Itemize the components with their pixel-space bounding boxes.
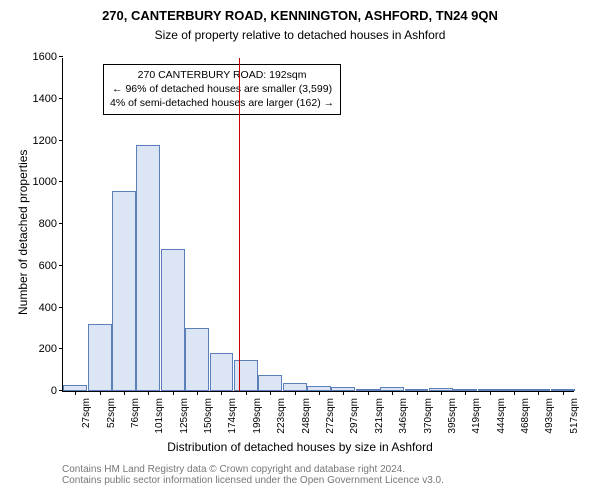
y-tick-label: 1000 [33,176,63,188]
histogram-bar [161,249,185,391]
y-axis-label: Number of detached properties [16,150,30,315]
footer-line-1: Contains HM Land Registry data © Crown c… [62,464,444,475]
y-tick-label: 1600 [33,51,63,63]
chart-title-sub: Size of property relative to detached ho… [0,28,600,42]
x-tick-label: 27sqm [79,398,92,428]
x-axis-label: Distribution of detached houses by size … [0,440,600,454]
x-tick-label: 76sqm [128,398,141,428]
x-tick-label: 370sqm [421,398,434,434]
y-tick-label: 1400 [33,93,63,105]
histogram-bar [210,353,234,391]
x-tick-label: 174sqm [225,398,238,434]
x-tick-label: 150sqm [201,398,214,434]
footer-line-2: Contains public sector information licen… [62,475,444,486]
x-tick-label: 223sqm [274,398,287,434]
chart-container: 270, CANTERBURY ROAD, KENNINGTON, ASHFOR… [0,0,600,500]
histogram-bar [112,191,136,391]
histogram-bar [88,324,112,391]
x-tick-label: 272sqm [323,398,336,434]
histogram-bar [234,360,258,391]
info-line-2: ← 96% of detached houses are smaller (3,… [110,82,334,96]
x-tick-label: 321sqm [372,398,385,434]
y-tick-label: 200 [39,343,63,355]
histogram-bar [283,383,307,391]
x-tick-label: 199sqm [250,398,263,434]
x-tick-label: 468sqm [518,398,531,434]
info-line-1: 270 CANTERBURY ROAD: 192sqm [110,68,334,82]
x-tick-label: 444sqm [494,398,507,434]
x-tick-label: 248sqm [299,398,312,434]
chart-title-main: 270, CANTERBURY ROAD, KENNINGTON, ASHFOR… [0,8,600,23]
x-tick-label: 101sqm [152,398,165,434]
histogram-bar [258,375,282,391]
x-tick-label: 517sqm [567,398,580,434]
y-tick-label: 400 [39,302,63,314]
marker-line [239,58,240,391]
x-tick-label: 346sqm [396,398,409,434]
x-tick-label: 52sqm [104,398,117,428]
y-tick-label: 0 [51,385,63,397]
histogram-bar [185,328,209,391]
x-tick-label: 493sqm [542,398,555,434]
x-tick-label: 125sqm [177,398,190,434]
x-tick-label: 419sqm [469,398,482,434]
y-tick-label: 600 [39,260,63,272]
x-tick-label: 395sqm [445,398,458,434]
histogram-bar [136,145,160,391]
x-tick-label: 297sqm [347,398,360,434]
y-tick-label: 1200 [33,135,63,147]
info-line-3: 4% of semi-detached houses are larger (1… [110,96,334,110]
plot-area: 270 CANTERBURY ROAD: 192sqm ← 96% of det… [62,58,574,392]
chart-footer: Contains HM Land Registry data © Crown c… [62,464,444,486]
y-tick-label: 800 [39,218,63,230]
info-box: 270 CANTERBURY ROAD: 192sqm ← 96% of det… [103,64,341,115]
